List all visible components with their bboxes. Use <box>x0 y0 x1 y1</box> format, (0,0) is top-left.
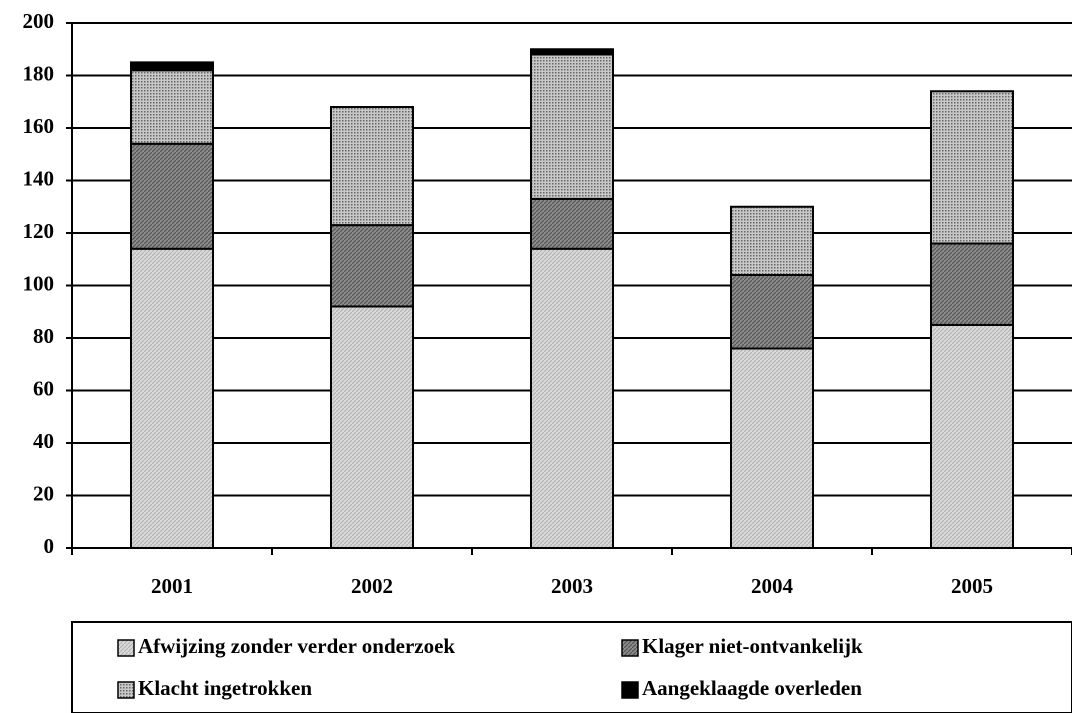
legend-label: Aangeklaagde overleden <box>642 676 862 700</box>
bar-segment <box>130 142 214 250</box>
bar-segment <box>530 48 614 56</box>
y-tick-label: 80 <box>33 324 54 348</box>
bar-segment <box>730 205 814 276</box>
bar-segment <box>130 61 214 72</box>
x-tick-label: 2005 <box>951 574 993 598</box>
legend-label: Klager niet-ontvankelijk <box>642 634 863 658</box>
bar-segment <box>930 242 1014 326</box>
y-tick-label: 40 <box>33 429 54 453</box>
y-tick-label: 20 <box>33 481 54 505</box>
legend-swatch <box>621 639 639 657</box>
y-tick-label: 140 <box>23 166 55 190</box>
y-tick-label: 160 <box>23 114 55 138</box>
bar-segment <box>330 305 414 549</box>
legend-swatch <box>117 681 135 699</box>
bar-segment <box>730 347 814 549</box>
y-tick-label: 120 <box>23 219 55 243</box>
legend-label: Klacht ingetrokken <box>138 676 312 700</box>
y-tick-label: 100 <box>23 271 55 295</box>
legend-swatch <box>621 681 639 699</box>
bar-segment <box>730 274 814 350</box>
y-tick-label: 200 <box>23 9 55 33</box>
bar-segment <box>130 69 214 145</box>
x-tick-label: 2003 <box>551 574 593 598</box>
bar-segment <box>930 90 1014 245</box>
y-tick-label: 180 <box>23 61 55 85</box>
bar-segment <box>330 224 414 308</box>
x-tick-label: 2002 <box>351 574 393 598</box>
x-tick-label: 2001 <box>151 574 193 598</box>
bar-segment <box>130 247 214 549</box>
y-tick-label: 0 <box>44 534 55 558</box>
bar-segment <box>530 247 614 549</box>
x-tick-label: 2004 <box>751 574 794 598</box>
legend-swatch <box>117 639 135 657</box>
bar-segment <box>330 106 414 227</box>
legend-label: Afwijzing zonder verder onderzoek <box>138 634 455 658</box>
y-tick-label: 60 <box>33 376 54 400</box>
bar-segment <box>530 53 614 200</box>
bar-segment <box>930 323 1014 549</box>
legend-box <box>71 621 1072 713</box>
bar-segment <box>530 197 614 250</box>
